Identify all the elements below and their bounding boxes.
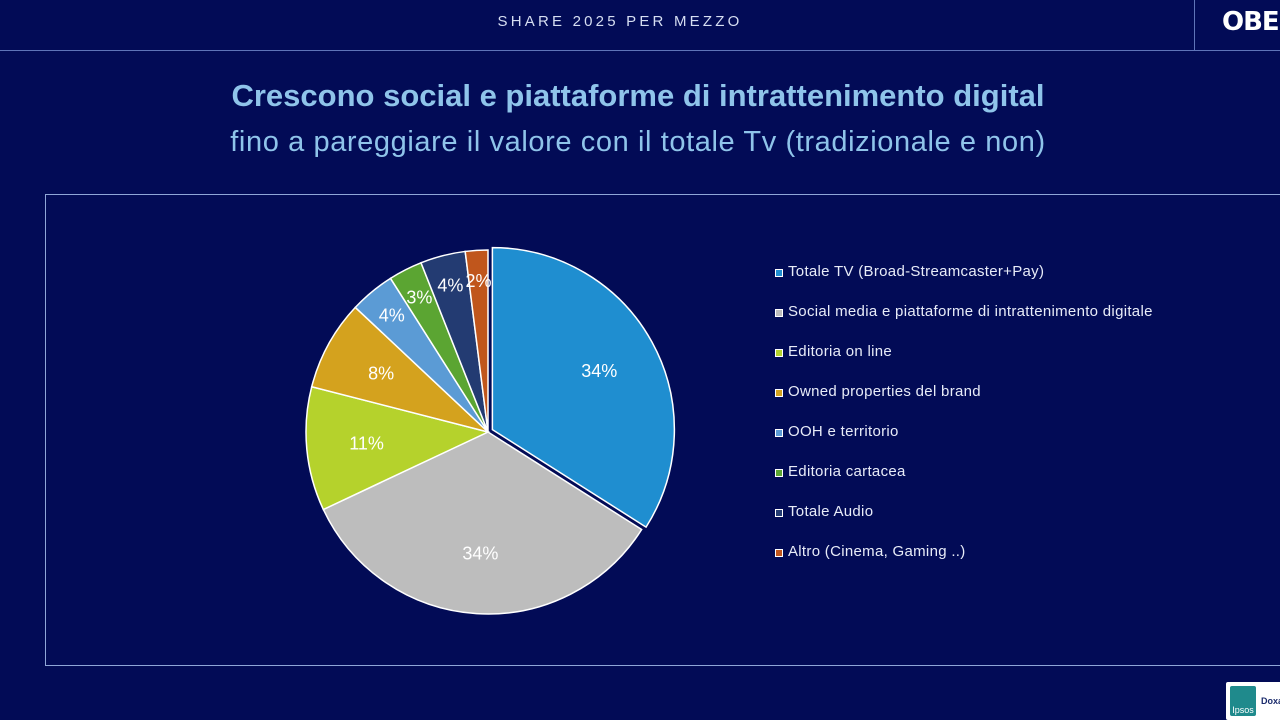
legend-item-8: Altro (Cinema, Gaming ..) (775, 543, 1153, 583)
pie-data-label-3: 11% (349, 433, 384, 453)
pie-data-label-2: 34% (462, 544, 498, 564)
legend-label: OOH e territorio (788, 423, 899, 440)
pie-slice-8 (464, 249, 489, 433)
pie-slice-2 (322, 431, 643, 615)
slide-subheadline: fino a pareggiare il valore con il total… (230, 126, 1046, 158)
legend-swatch (775, 469, 783, 477)
pie-slice-1 (491, 246, 676, 529)
ipsos-doxa-badge: Ipsos Doxa (1226, 682, 1280, 720)
legend-swatch (775, 509, 783, 517)
legend-swatch (775, 549, 783, 557)
slide-headline: Crescono social e piattaforme di intratt… (231, 78, 1045, 113)
legend-label: Owned properties del brand (788, 383, 981, 400)
legend-label: Editoria on line (788, 343, 893, 360)
legend-item-4: Owned properties del brand (775, 383, 1153, 423)
legend-swatch (775, 269, 783, 277)
logo-divider (1194, 0, 1195, 50)
ipsos-logo: Ipsos (1230, 686, 1256, 716)
pie-data-label-1: 34% (581, 361, 617, 381)
legend-item-7: Totale Audio (775, 503, 1153, 543)
top-bar: SHARE 2025 PER MEZZO OBE (0, 0, 1280, 51)
chart-frame (45, 194, 1280, 666)
legend-item-3: Editoria on line (775, 343, 1153, 383)
legend-swatch (775, 429, 783, 437)
pie-data-label-5: 4% (379, 306, 405, 326)
pie-data-label-7: 4% (437, 276, 463, 296)
legend-label: Totale Audio (788, 503, 874, 520)
legend-label: Social media e piattaforme di intratteni… (788, 303, 1153, 320)
doxa-text: Doxa (1261, 696, 1280, 706)
brand-logo: OBE (1222, 7, 1280, 37)
section-title: SHARE 2025 PER MEZZO (497, 13, 743, 30)
legend-swatch (775, 309, 783, 317)
legend-item-5: OOH e territorio (775, 423, 1153, 463)
legend-label: Totale TV (Broad-Streamcaster+Pay) (788, 263, 1045, 280)
legend-label: Editoria cartacea (788, 463, 906, 480)
legend-item-1: Totale TV (Broad-Streamcaster+Pay) (775, 263, 1153, 303)
pie-slice-4 (310, 306, 489, 433)
legend-label: Altro (Cinema, Gaming ..) (788, 543, 966, 560)
pie-slice-3 (305, 385, 491, 511)
pie-data-label-8: 2% (466, 271, 492, 291)
legend-item-6: Editoria cartacea (775, 463, 1153, 503)
legend-item-2: Social media e piattaforme di intratteni… (775, 303, 1153, 343)
legend-swatch (775, 389, 783, 397)
chart-legend: Totale TV (Broad-Streamcaster+Pay) Social… (775, 263, 1153, 583)
pie-data-label-4: 8% (368, 363, 394, 383)
pie-data-label-6: 3% (406, 287, 432, 307)
legend-swatch (775, 349, 783, 357)
